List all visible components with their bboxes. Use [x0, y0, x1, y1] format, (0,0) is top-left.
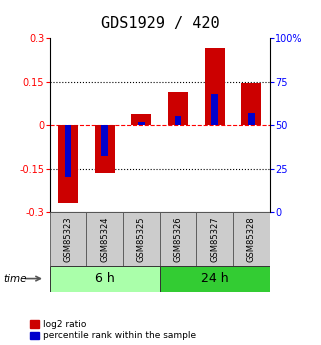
Bar: [65, 125, 71, 177]
Text: 24 h: 24 h: [201, 272, 229, 285]
Text: GSM85326: GSM85326: [174, 216, 183, 262]
Bar: [101, 125, 108, 156]
Text: GDS1929 / 420: GDS1929 / 420: [101, 16, 220, 30]
Bar: [138, 121, 145, 125]
Text: GSM85323: GSM85323: [64, 216, 73, 262]
Bar: [131, 114, 152, 125]
Text: 6 h: 6 h: [95, 272, 115, 285]
Bar: [50, 212, 86, 266]
Legend: log2 ratio, percentile rank within the sample: log2 ratio, percentile rank within the s…: [30, 320, 196, 341]
Bar: [123, 212, 160, 266]
Text: time: time: [3, 274, 27, 284]
Bar: [204, 48, 225, 125]
Text: GSM85325: GSM85325: [137, 216, 146, 262]
Bar: [160, 212, 196, 266]
Bar: [241, 83, 261, 125]
Bar: [86, 212, 123, 266]
Bar: [175, 116, 181, 125]
Bar: [168, 92, 188, 125]
Text: GSM85328: GSM85328: [247, 216, 256, 262]
Bar: [196, 212, 233, 266]
Bar: [233, 212, 270, 266]
Bar: [211, 94, 218, 125]
Text: GSM85324: GSM85324: [100, 216, 109, 262]
Bar: [248, 113, 255, 125]
Text: GSM85327: GSM85327: [210, 216, 219, 262]
Bar: [58, 125, 78, 204]
Bar: [95, 125, 115, 173]
Bar: [50, 266, 160, 292]
Bar: [160, 266, 270, 292]
